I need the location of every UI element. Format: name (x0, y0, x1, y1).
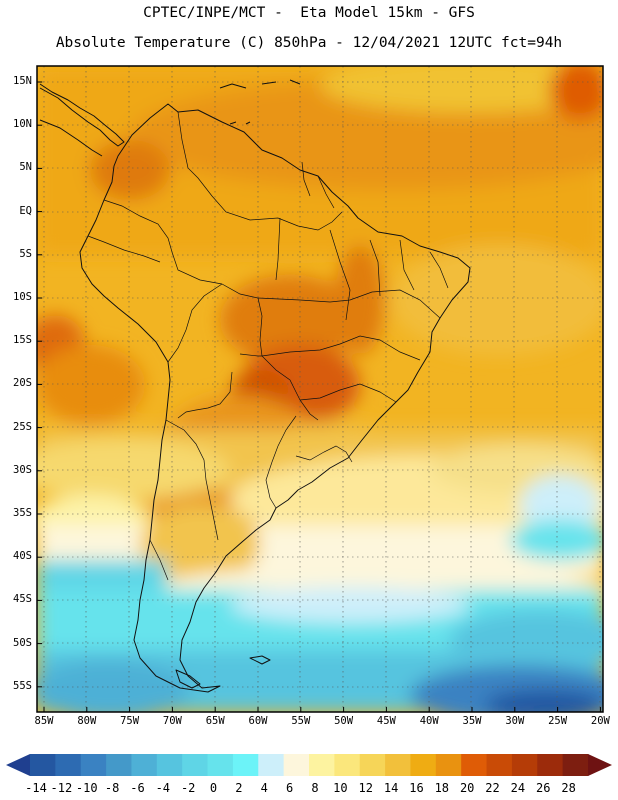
colorbar-swatch (486, 754, 513, 776)
longitude-label: 80W (77, 715, 97, 727)
colorbar-label: 18 (434, 781, 450, 795)
colorbar-swatch (385, 754, 411, 776)
colorbar-label: -14 (25, 781, 47, 795)
colorbar-swatch (562, 754, 589, 776)
coastlines (39, 79, 471, 693)
colorbar-swatch (435, 754, 462, 776)
longitude-label: 85W (34, 715, 54, 727)
colorbar-swatch (55, 754, 82, 776)
longitude-label: 70W (162, 715, 182, 727)
colorbar-label: -8 (104, 781, 120, 795)
colorbar-label: -6 (130, 781, 145, 795)
colorbar-swatch (359, 754, 386, 776)
latitude-label: 10S (13, 291, 32, 303)
colorbar-swatch (283, 754, 310, 776)
colorbar-swatch (537, 754, 564, 776)
colorbar-swatch (258, 754, 285, 776)
latitude-label: 20S (13, 377, 32, 390)
longitude-label: 30W (505, 715, 525, 727)
longitude-label: 65W (205, 715, 225, 727)
longitude-label: 35W (462, 715, 482, 727)
longitude-label: 45W (376, 715, 396, 727)
longitude-label: 40W (419, 715, 439, 727)
colorbar-swatch (410, 754, 437, 776)
colorbar-swatch (182, 754, 209, 776)
longitude-label: 55W (291, 715, 311, 727)
latitude-label: 5S (19, 247, 32, 260)
colorbar-high-arrow (588, 754, 612, 776)
latitude-label: 25S (13, 420, 32, 433)
colorbar-swatch (80, 754, 107, 776)
longitude-label: 20W (590, 715, 610, 727)
latitude-label: 10N (13, 118, 32, 131)
latitude-label: EQ (19, 204, 32, 217)
latitude-label: 5N (19, 161, 32, 174)
colorbar-label: 6 (286, 781, 294, 795)
colorbar-label: -12 (50, 781, 73, 795)
latitude-label: 55S (13, 679, 32, 692)
colorbar-label: 8 (311, 781, 319, 795)
colorbar-swatch (334, 754, 361, 776)
longitude-label: 25W (548, 715, 568, 727)
latitude-label: 35S (13, 507, 32, 519)
colorbar-swatch (232, 754, 259, 776)
colorbar-label: 16 (409, 781, 424, 795)
chart-title-line-2: Absolute Temperature (C) 850hPa - 12/04/… (55, 35, 563, 51)
latitude-label: 30S (13, 463, 32, 476)
longitude-label: 60W (248, 715, 268, 727)
colorbar-label: 0 (209, 781, 218, 795)
colorbar-low-arrow (6, 754, 30, 776)
colorbar-label: 14 (383, 781, 399, 795)
colorbar-swatch (511, 754, 538, 776)
longitude-label: 50W (334, 715, 354, 727)
latitude-label: 45S (13, 593, 32, 606)
latitude-label: 15N (13, 75, 32, 87)
colorbar-swatch (156, 754, 183, 776)
country-borders (87, 111, 449, 581)
colorbar-swatch (131, 754, 158, 776)
colorbar-swatch (207, 754, 234, 776)
colorbar-label: 12 (358, 781, 373, 795)
colorbar-label: -2 (180, 781, 196, 795)
colorbar-label: 28 (561, 781, 576, 795)
colorbar (6, 754, 612, 776)
map-frame (36, 65, 604, 713)
longitude-label: 75W (120, 715, 140, 727)
colorbar-swatch (106, 754, 132, 776)
colorbar-label: 4 (260, 781, 268, 795)
colorbar-swatch (30, 754, 56, 776)
colorbar-label: 10 (333, 781, 348, 795)
colorbar-swatch (309, 754, 335, 776)
colorbar-label: 24 (510, 781, 526, 795)
temperature-field (37, 66, 603, 712)
latitude-label: 50S (13, 636, 32, 649)
colorbar-label: -4 (155, 781, 171, 795)
chart-title-line-1: CPTEC/INPE/MCT - Eta Model 15km - GFS (143, 5, 475, 21)
latitude-label: 15S (13, 334, 32, 347)
colorbar-label: 20 (459, 781, 475, 795)
colorbar-label: -10 (75, 781, 98, 795)
colorbar-label: 22 (485, 781, 500, 795)
latitude-label: 40S (13, 550, 32, 563)
colorbar-label: 2 (235, 781, 243, 795)
colorbar-swatch (461, 754, 488, 776)
colorbar-label: 26 (536, 781, 551, 795)
